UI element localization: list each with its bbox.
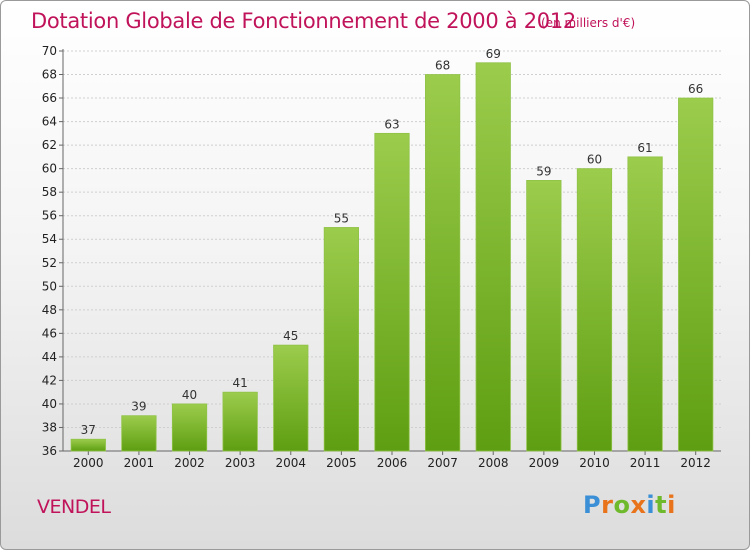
y-tick-label: 48 xyxy=(42,303,57,317)
bar xyxy=(627,156,663,452)
bar xyxy=(121,415,157,452)
bar xyxy=(678,97,714,452)
y-tick-label: 38 xyxy=(42,420,57,434)
bar-value-label: 69 xyxy=(486,47,501,61)
x-tick-label: 2003 xyxy=(225,456,256,470)
bar xyxy=(374,132,410,452)
y-tick-label: 46 xyxy=(42,326,57,340)
bar-value-label: 61 xyxy=(637,141,652,155)
bar-value-label: 66 xyxy=(688,82,703,96)
bar xyxy=(222,391,258,452)
y-tick-label: 36 xyxy=(42,444,57,458)
bar-value-label: 59 xyxy=(536,164,551,178)
y-tick-label: 64 xyxy=(42,115,57,129)
bar xyxy=(273,344,309,452)
brand-letter: P xyxy=(583,491,602,519)
bar-value-label: 39 xyxy=(131,400,146,414)
y-tick-label: 44 xyxy=(42,350,57,364)
brand-letter: t xyxy=(655,491,668,519)
y-tick-label: 62 xyxy=(42,138,57,152)
x-tick-label: 2008 xyxy=(478,456,509,470)
bars xyxy=(70,62,714,452)
bar xyxy=(70,438,106,452)
x-tick-label: 2006 xyxy=(377,456,408,470)
brand-letter: o xyxy=(613,491,631,519)
x-tick-label: 2012 xyxy=(680,456,711,470)
y-tick-label: 40 xyxy=(42,397,57,411)
y-tick-label: 52 xyxy=(42,256,57,270)
y-tick-label: 42 xyxy=(42,373,57,387)
chart-title: Dotation Globale de Fonctionnement de 20… xyxy=(31,9,576,33)
y-tick-label: 66 xyxy=(42,91,57,105)
bar xyxy=(171,403,208,452)
x-tick-label: 2004 xyxy=(275,456,306,470)
brand-letter: i xyxy=(667,491,676,519)
bar-value-label: 60 xyxy=(587,153,602,167)
y-tick-label: 50 xyxy=(42,279,57,293)
bar-value-label: 40 xyxy=(182,388,197,402)
brand-letter: x xyxy=(630,491,647,519)
proxiti-logo[interactable]: Proxiti xyxy=(583,491,676,519)
bar-value-label: 37 xyxy=(81,423,96,437)
bar-value-label: 68 xyxy=(435,59,450,73)
x-tick-label: 2000 xyxy=(73,456,104,470)
x-tick-label: 2001 xyxy=(124,456,155,470)
bar-value-label: 41 xyxy=(233,376,248,390)
y-tick-label: 70 xyxy=(42,44,57,58)
y-tick-label: 60 xyxy=(42,162,57,176)
brand-letter: i xyxy=(646,491,656,519)
brand-letter: r xyxy=(601,491,614,519)
municipality-name: VENDEL xyxy=(37,496,111,518)
bar xyxy=(425,74,461,452)
x-tick-label: 2011 xyxy=(630,456,661,470)
x-tick-label: 2009 xyxy=(529,456,560,470)
x-tick-label: 2010 xyxy=(579,456,610,470)
x-tick-label: 2002 xyxy=(174,456,205,470)
x-tick-label: 2005 xyxy=(326,456,357,470)
bar xyxy=(323,227,359,452)
bar-value-label: 63 xyxy=(384,117,399,131)
y-tick-label: 68 xyxy=(42,68,57,82)
x-tick-label: 2007 xyxy=(427,456,458,470)
labels: 36 38 40 42 44 46 48 50 52 54 56 58 60 62 64 66 68 70 37 20… xyxy=(42,44,711,470)
y-tick-label: 58 xyxy=(42,185,57,199)
y-tick-label: 54 xyxy=(42,232,57,246)
bar-value-label: 45 xyxy=(283,329,298,343)
bar xyxy=(526,180,562,452)
bar xyxy=(576,168,613,452)
bar xyxy=(475,62,511,452)
chart-subtitle: (en milliers d'€) xyxy=(541,16,636,30)
bar-value-label: 55 xyxy=(334,211,349,225)
y-tick-label: 56 xyxy=(42,209,57,223)
